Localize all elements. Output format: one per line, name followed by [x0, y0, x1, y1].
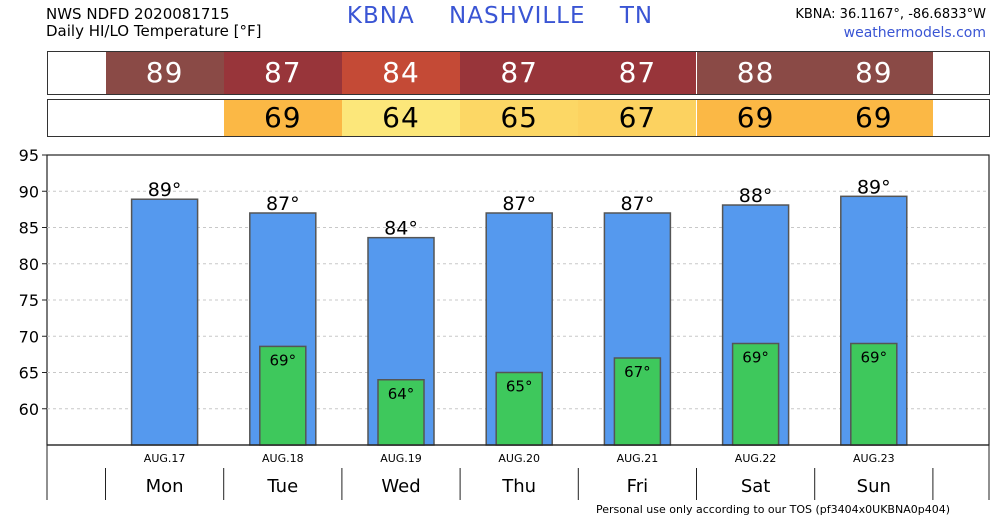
- date-label: AUG.18: [262, 452, 304, 465]
- station-info: KBNA: 36.1167°, -86.6833°W weathermodels…: [795, 6, 986, 42]
- low-temp-bar: [377, 379, 425, 446]
- day-label: Sat: [741, 476, 771, 497]
- date-label: AUG.22: [735, 452, 777, 465]
- low-temp-label: 69°: [861, 349, 888, 367]
- date-label: AUG.19: [380, 452, 422, 465]
- low-temp-cell: 65: [460, 100, 579, 136]
- high-temp-label: 87°: [266, 193, 300, 215]
- low-temp-label: 67°: [624, 363, 651, 381]
- day-label: Sun: [857, 476, 891, 497]
- y-tick-label: 95: [19, 146, 39, 165]
- high-temp-label: 89°: [857, 176, 891, 198]
- low-temp-cell: 67: [578, 100, 697, 136]
- low-temp-cell: 69: [696, 100, 815, 136]
- station-state: TN: [619, 3, 654, 29]
- day-label: Mon: [146, 476, 184, 497]
- date-label: AUG.21: [617, 452, 659, 465]
- site-link[interactable]: weathermodels.com: [843, 25, 986, 41]
- station-title: KBNA NASHVILLE TN: [0, 5, 1000, 28]
- station-id: KBNA: [346, 3, 415, 29]
- y-tick-label: 90: [19, 182, 39, 201]
- product-line-1: NWS NDFD 2020081715: [46, 5, 230, 23]
- day-label: Wed: [381, 476, 420, 497]
- day-label: Tue: [266, 476, 298, 497]
- station-city: NASHVILLE: [449, 3, 586, 29]
- y-tick-label: 60: [19, 400, 39, 419]
- high-temp-label: 84°: [384, 218, 418, 240]
- high-temp-cell: 88: [696, 52, 815, 94]
- low-temp-label: 64°: [388, 385, 415, 403]
- high-temp-label: 88°: [739, 185, 773, 207]
- low-temp-strip: 69 64 65 67 69 69: [47, 99, 990, 137]
- y-tick-label: 80: [19, 255, 39, 274]
- low-temp-cell: 69: [814, 100, 933, 136]
- station-coords: KBNA: 36.1167°, -86.6833°W: [795, 7, 986, 22]
- high-temp-cell: 89: [105, 52, 224, 94]
- high-temp-bar: [130, 198, 199, 446]
- low-temp-label: 65°: [506, 378, 533, 396]
- high-temp-cell: 87: [460, 52, 579, 94]
- y-tick-label: 70: [19, 327, 39, 346]
- y-tick-label: 75: [19, 291, 39, 310]
- high-temp-cell: 87: [223, 52, 342, 94]
- high-temp-strip: 89 87 84 87 87 88 89: [47, 51, 990, 95]
- low-temp-bar: [613, 357, 662, 446]
- high-temp-cell: 89: [814, 52, 933, 94]
- low-temp-bar: [495, 371, 543, 446]
- high-temp-cell: 87: [578, 52, 697, 94]
- high-temp-cell: 84: [341, 52, 461, 94]
- low-temp-cell: 69: [223, 100, 342, 136]
- date-label: AUG.17: [144, 452, 186, 465]
- y-tick-label: 85: [19, 219, 39, 238]
- low-temp-bar: [850, 342, 898, 446]
- high-temp-label: 87°: [621, 193, 655, 215]
- low-temp-cell: 64: [341, 100, 461, 136]
- low-temp-label: 69°: [270, 351, 297, 369]
- low-temp-bar: [259, 345, 307, 446]
- high-temp-label: 87°: [502, 193, 536, 215]
- product-title: NWS NDFD 2020081715 Daily HI/LO Temperat…: [46, 6, 262, 40]
- low-temp-cell: [105, 100, 224, 136]
- high-temp-label: 89°: [148, 179, 182, 201]
- low-temp-label: 69°: [742, 349, 769, 367]
- y-tick-label: 65: [19, 364, 39, 383]
- date-label: AUG.20: [498, 452, 540, 465]
- product-line-2: Daily HI/LO Temperature [°F]: [46, 22, 262, 40]
- footer-note: Personal use only according to our TOS (…: [596, 503, 950, 516]
- day-label: Fri: [627, 476, 648, 497]
- day-label: Thu: [501, 476, 536, 497]
- date-label: AUG.23: [853, 452, 895, 465]
